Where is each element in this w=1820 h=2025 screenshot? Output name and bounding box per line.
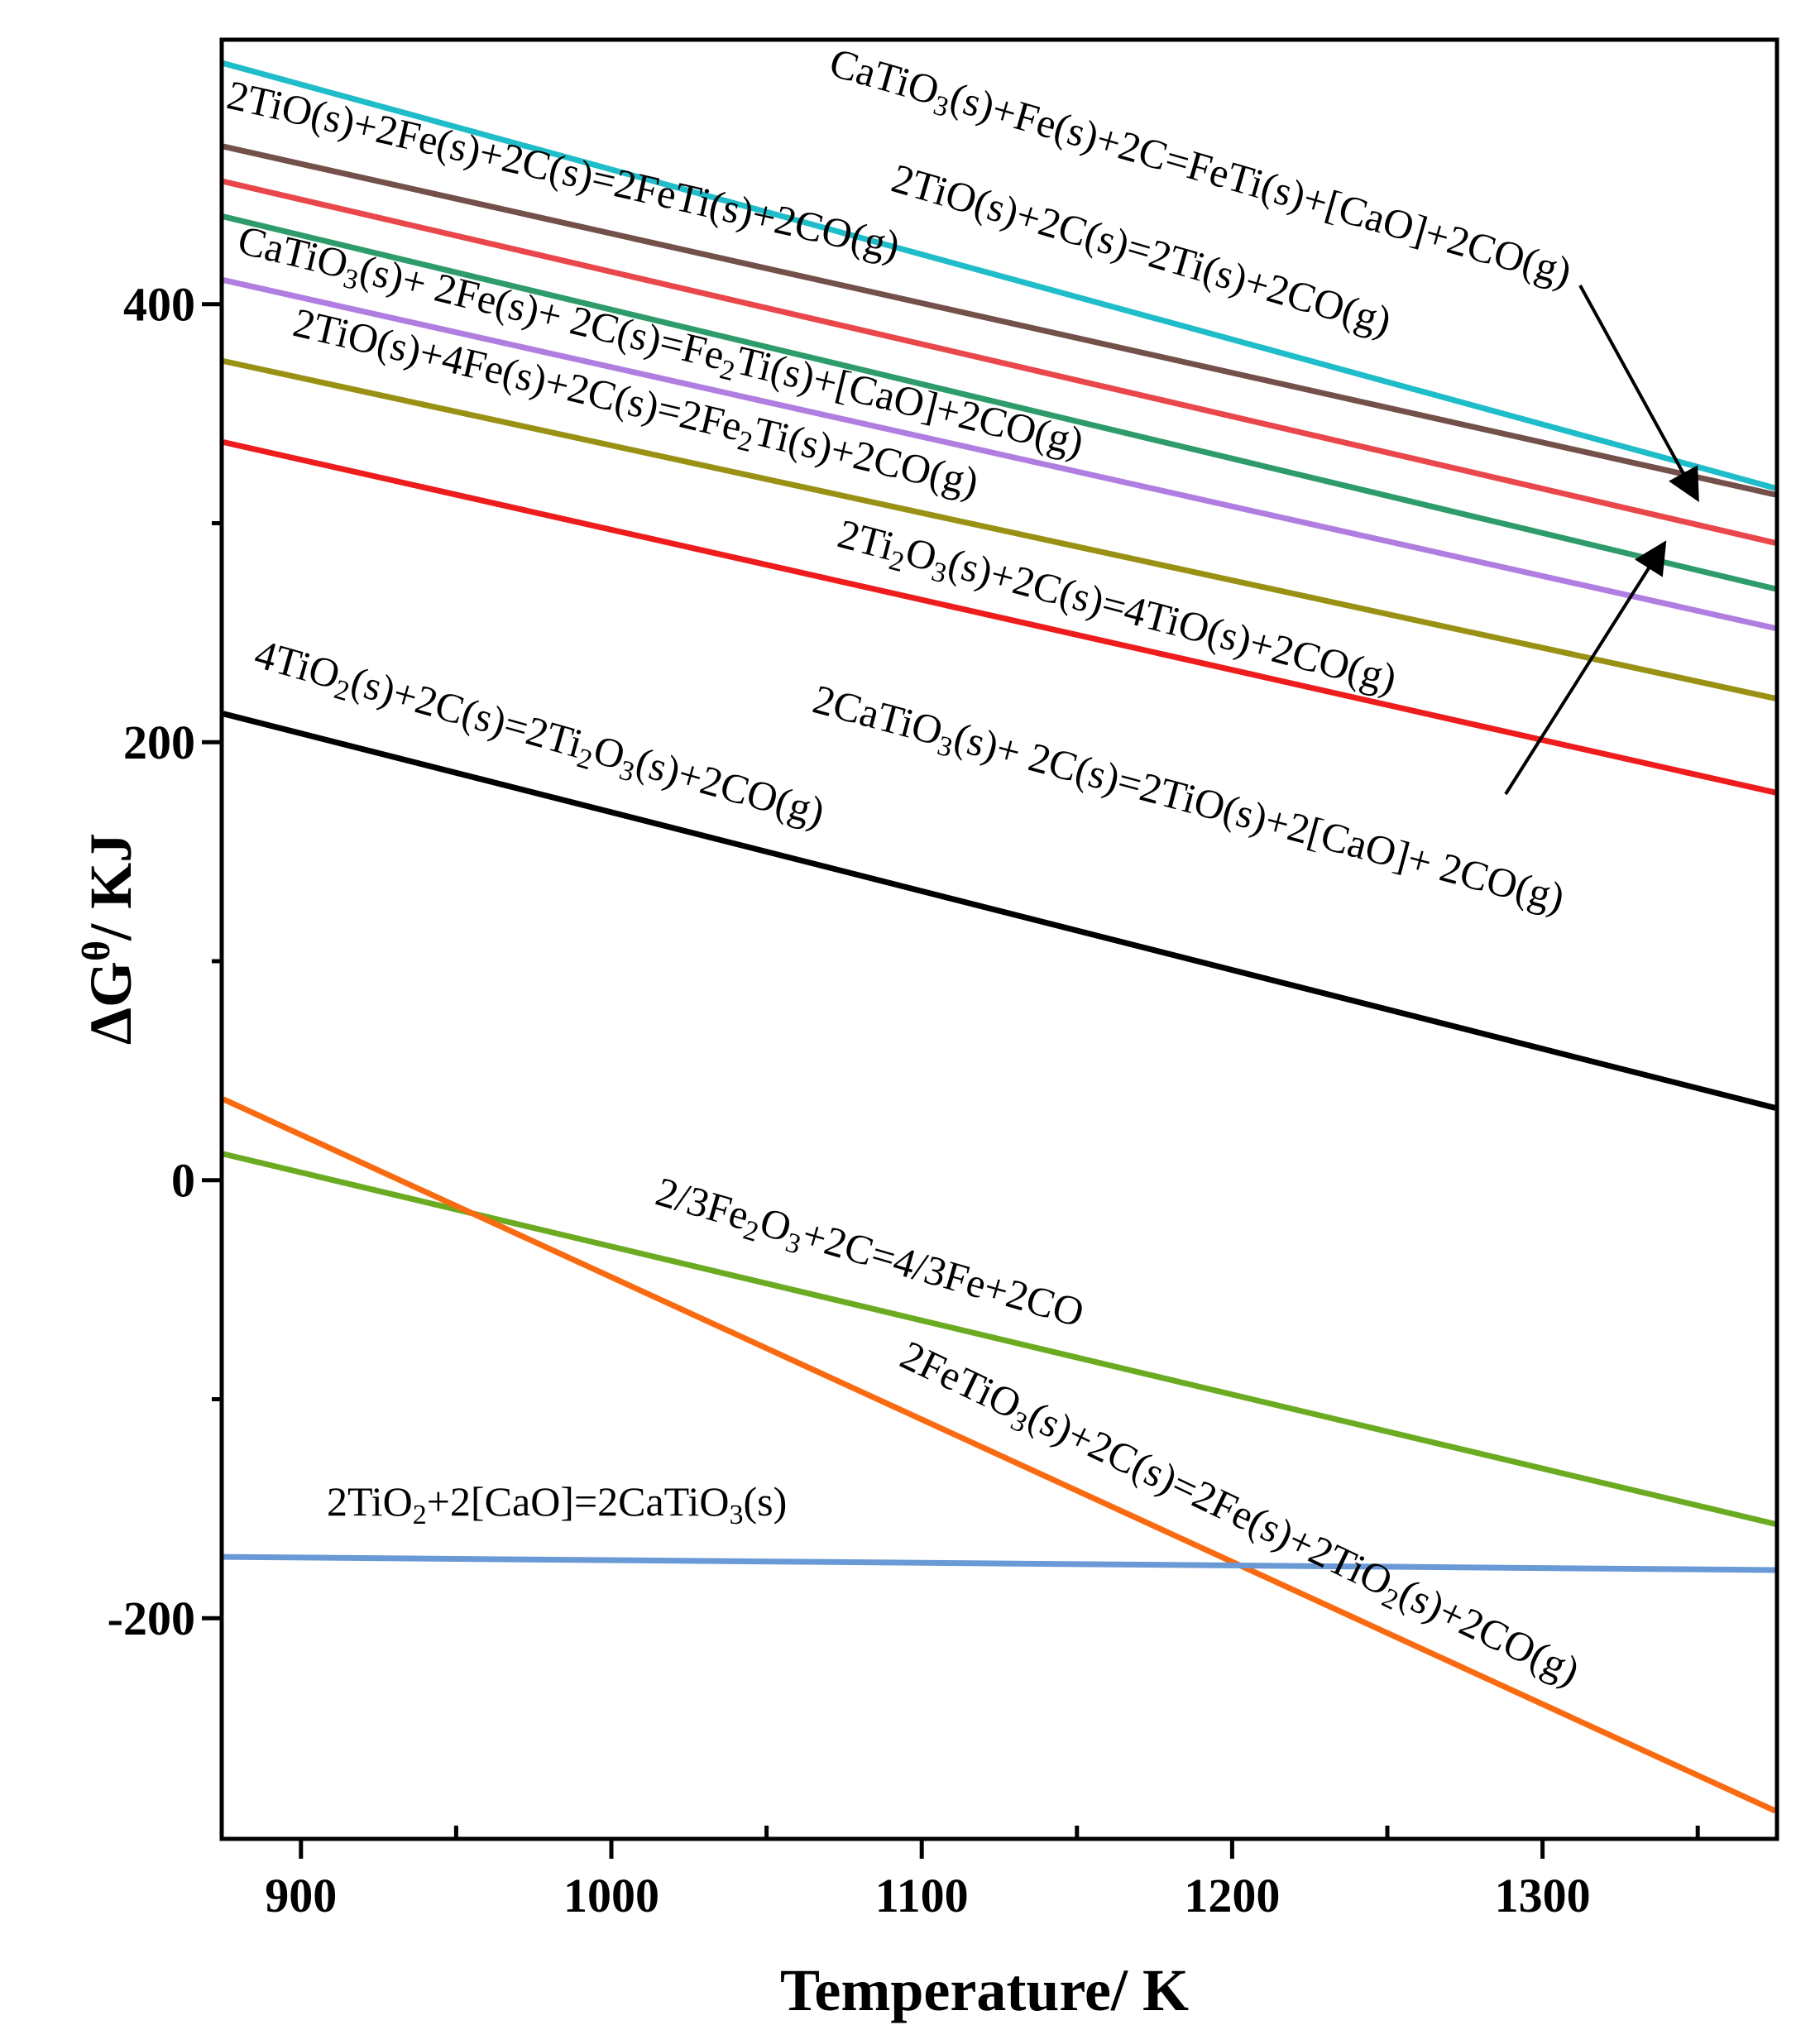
x-tick-label: 1200 [1184, 1869, 1280, 1922]
annotation-arrows [1504, 285, 1699, 796]
y-axis-title: ΔGθ/ KJ [74, 833, 144, 1045]
x-ticks: 900 1000 1100 1200 1300 [265, 1826, 1700, 1922]
series-line-3 [223, 213, 1776, 592]
x-axis-title: Temperature/ K [780, 1957, 1189, 2023]
series-line-7 [223, 711, 1776, 1111]
y-ticks: -200 0 200 400 [108, 278, 223, 1645]
y-tick-label: -200 [108, 1592, 195, 1645]
equation-label: 4TiO2(s)+2C(s)=2Ti2O3(s)+2CO(g) [248, 630, 830, 841]
x-tick-label: 1300 [1495, 1869, 1591, 1922]
series-line-5 [223, 358, 1776, 701]
series-line-9 [222, 1096, 1777, 1814]
arrow-to-fetI-series [1578, 285, 1699, 503]
series-layer [222, 60, 1777, 1814]
series-line-0 [223, 60, 1776, 491]
series-line-8 [223, 1151, 1776, 1527]
series-line-1 [223, 143, 1776, 498]
series-line-6 [223, 439, 1776, 796]
y-tick-label: 200 [123, 716, 195, 769]
x-tick-label: 900 [265, 1869, 337, 1922]
arrow-to-catio3-tio-series [1504, 540, 1667, 796]
equation-label: 2Ti2O3(s)+2C(s)=4TiO(s)+2CO(g) [831, 510, 1401, 707]
y-tick-label: 0 [171, 1154, 195, 1208]
x-tick-label: 1100 [875, 1869, 969, 1922]
series-line-4 [223, 277, 1776, 631]
y-tick-label: 400 [123, 278, 195, 332]
axes [219, 37, 1779, 1841]
equation-labels: CaTiO3(s)+Fe(s)+2C=FeTi(s)+[CaO]+2CO(g)2… [223, 39, 1588, 1699]
plot-frame [219, 37, 1779, 1841]
series-line-10 [223, 1553, 1776, 1573]
equation-label: 2TiO2+2[CaO]=2CaTiO3(s) [327, 1478, 787, 1530]
series-line-2 [223, 178, 1776, 546]
equation-label: 2/3Fe2O3+2C=4/3Fe+2CO [649, 1168, 1090, 1342]
x-tick-label: 1000 [563, 1869, 659, 1922]
equation-label: 2FeTiO3(s)+2C(s)=2Fe(s)+2TiO2(s)+2CO(g) [891, 1331, 1587, 1699]
